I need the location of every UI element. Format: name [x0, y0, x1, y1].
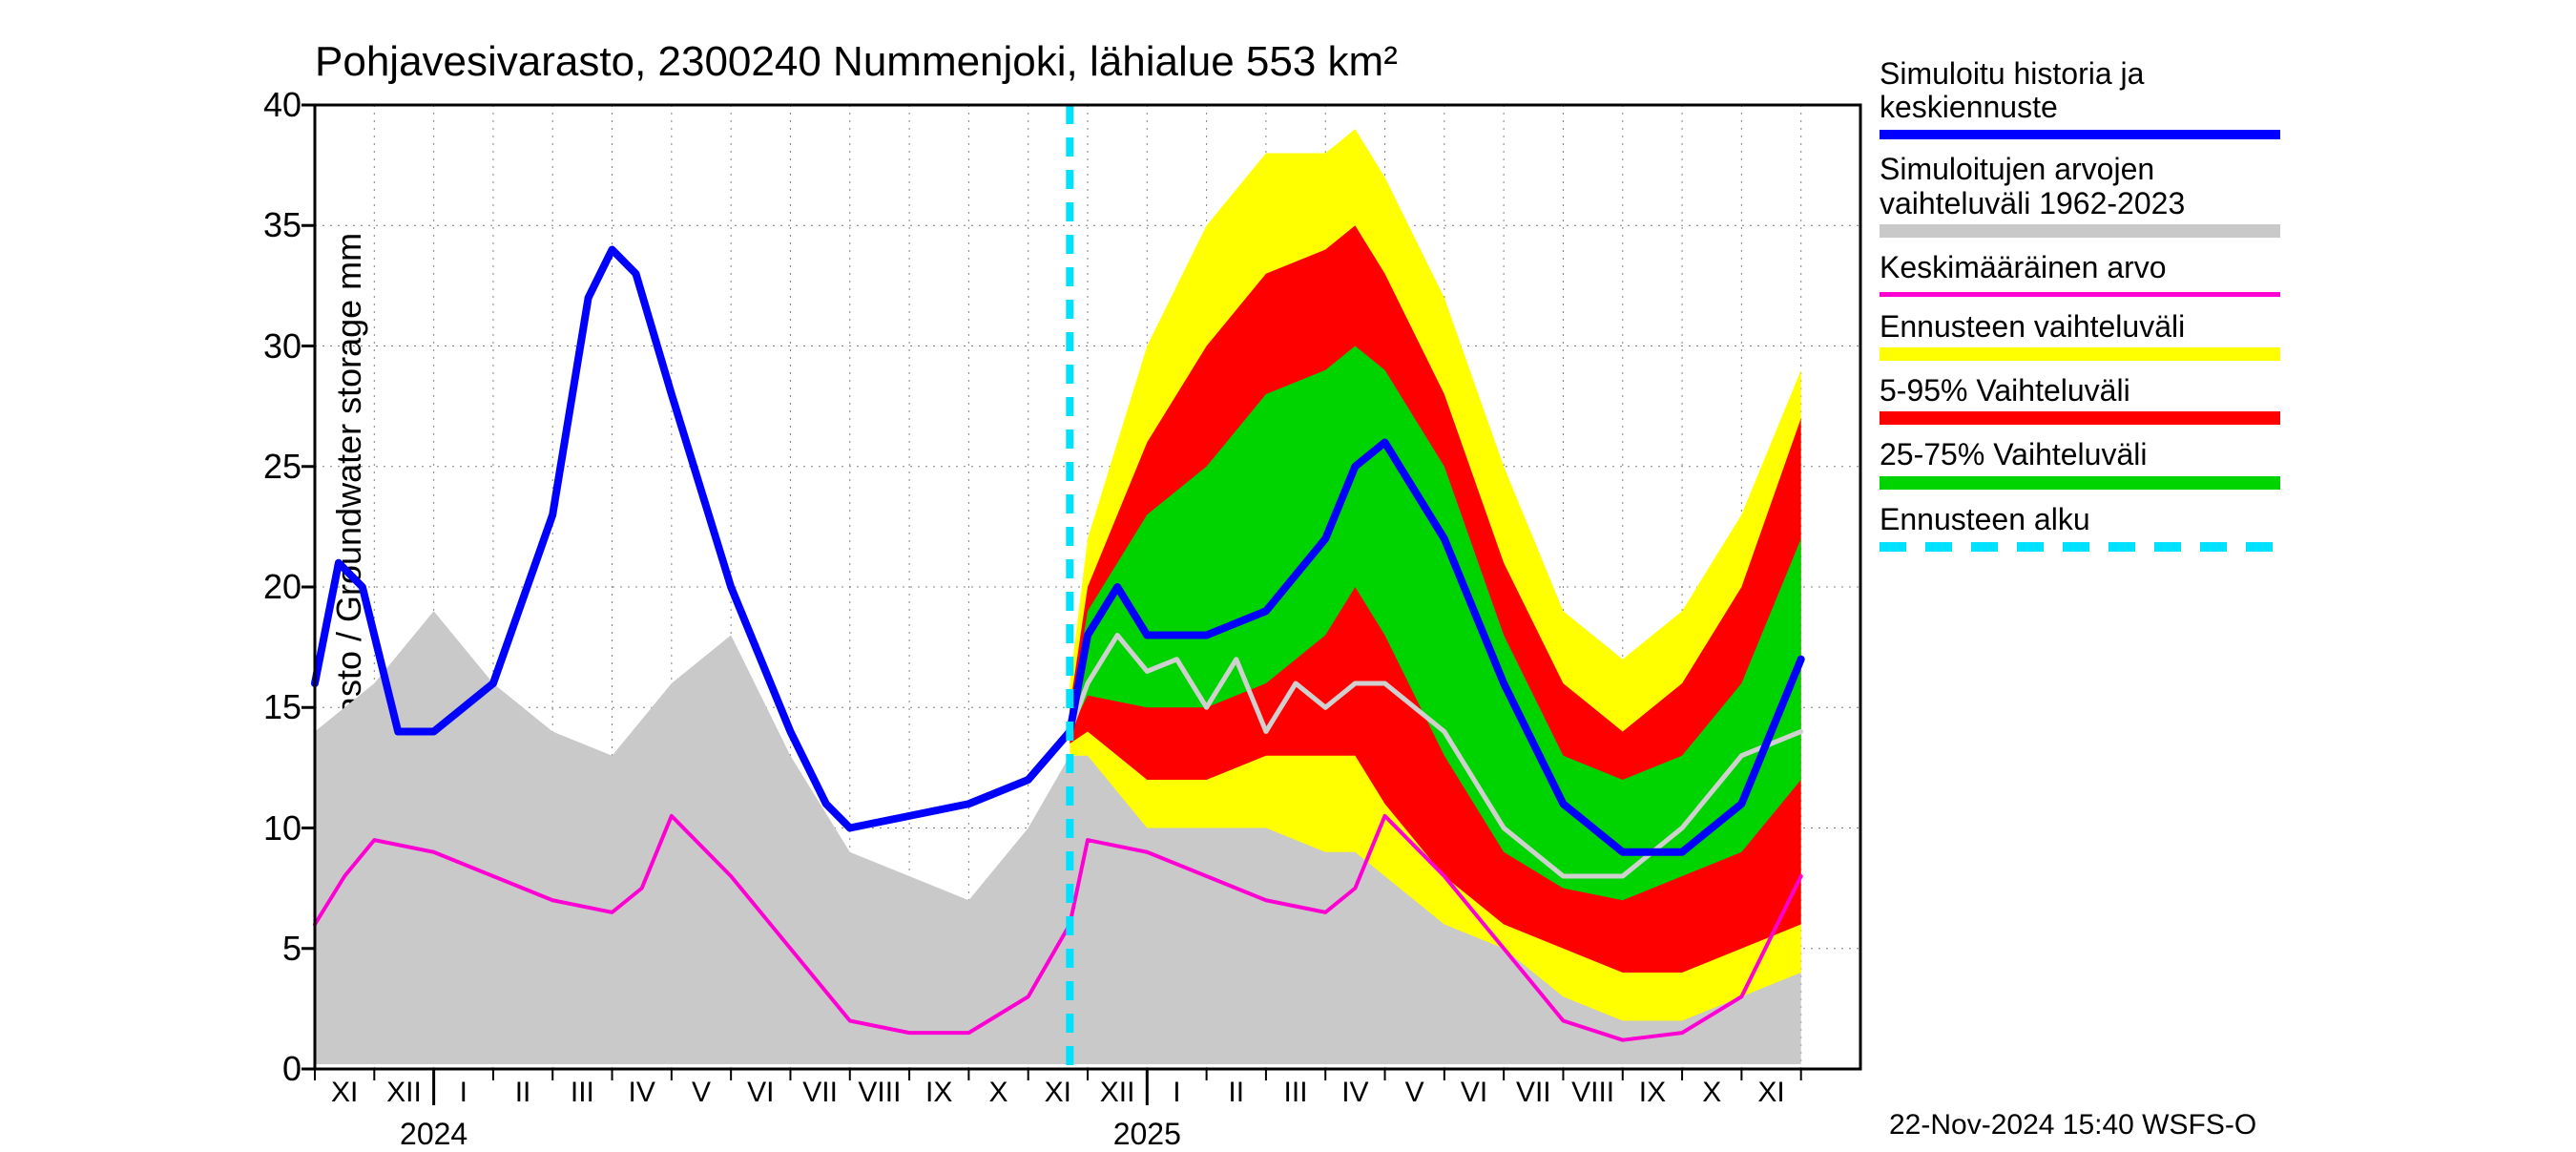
xtick-label: X: [989, 1077, 1008, 1109]
xtick-label: II: [515, 1077, 531, 1109]
legend-text: Simuloitujen arvojen vaihteluväli 1962-2…: [1880, 153, 2280, 220]
ytick-label: 30: [263, 326, 301, 367]
xtick-label: VI: [747, 1077, 774, 1109]
legend-entry: Keskimääräinen arvo: [1880, 251, 2280, 297]
legend-text: Simuloitu historia ja keskiennuste: [1880, 57, 2280, 124]
xtick-label: I: [460, 1077, 467, 1109]
legend-entry: Ennusteen vaihteluväli: [1880, 310, 2280, 361]
xtick-label: VIII: [1571, 1077, 1614, 1109]
xtick-label: IX: [1639, 1077, 1666, 1109]
legend-text: 5-95% Vaihteluväli: [1880, 374, 2280, 408]
xtick-label: V: [692, 1077, 711, 1109]
legend-text: Keskimääräinen arvo: [1880, 251, 2280, 284]
chart-container: { "title": "Pohjavesivarasto, 2300240 Nu…: [0, 0, 2576, 1145]
xtick-label: VII: [802, 1077, 838, 1109]
year-label: 2024: [400, 1117, 467, 1152]
legend-entry: Simuloitujen arvojen vaihteluväli 1962-2…: [1880, 153, 2280, 237]
xtick-label: VIII: [858, 1077, 901, 1109]
xtick-label: VII: [1516, 1077, 1551, 1109]
xtick-label: XII: [386, 1077, 422, 1109]
xtick-label: IV: [629, 1077, 655, 1109]
chart-title: Pohjavesivarasto, 2300240 Nummenjoki, lä…: [315, 38, 1398, 86]
legend-entry: 25-75% Vaihteluväli: [1880, 438, 2280, 489]
xtick-label: V: [1405, 1077, 1424, 1109]
xtick-label: IX: [925, 1077, 952, 1109]
ytick-label: 15: [263, 687, 301, 727]
xtick-label: I: [1173, 1077, 1180, 1109]
legend-text: Ennusteen alku: [1880, 503, 2280, 536]
xtick-label: IV: [1341, 1077, 1368, 1109]
xtick-label: X: [1702, 1077, 1721, 1109]
xtick-label: XI: [1045, 1077, 1071, 1109]
legend-swatch: [1880, 130, 2280, 139]
legend-entry: 5-95% Vaihteluväli: [1880, 374, 2280, 425]
xtick-label: III: [571, 1077, 594, 1109]
ytick-label: 25: [263, 447, 301, 487]
legend-swatch: [1880, 476, 2280, 490]
ytick-label: 40: [263, 85, 301, 125]
legend-entry: Ennusteen alku: [1880, 503, 2280, 552]
xtick-label: XI: [331, 1077, 358, 1109]
footer-text: 22-Nov-2024 15:40 WSFS-O: [1889, 1109, 2256, 1142]
xtick-label: XI: [1757, 1077, 1784, 1109]
plot-area: 0510152025303540 XIXIIIIIIIIIVVVIVIIVIII…: [315, 105, 1860, 1069]
legend-swatch: [1880, 542, 2280, 552]
legend-swatch: [1880, 224, 2280, 238]
legend-text: Ennusteen vaihteluväli: [1880, 310, 2280, 344]
ytick-label: 0: [282, 1049, 301, 1089]
ytick-label: 10: [263, 808, 301, 848]
ytick-label: 35: [263, 205, 301, 245]
legend-text: 25-75% Vaihteluväli: [1880, 438, 2280, 471]
xtick-label: XII: [1100, 1077, 1135, 1109]
xtick-label: III: [1284, 1077, 1308, 1109]
ytick-label: 5: [282, 929, 301, 969]
legend-swatch: [1880, 411, 2280, 425]
legend-swatch: [1880, 347, 2280, 361]
ytick-label: 20: [263, 567, 301, 607]
legend: Simuloitu historia ja keskiennuste Simulo…: [1880, 57, 2280, 565]
plot-svg: [315, 105, 1860, 1069]
year-label: 2025: [1113, 1117, 1181, 1152]
xtick-label: VI: [1461, 1077, 1487, 1109]
xtick-label: II: [1228, 1077, 1244, 1109]
legend-swatch: [1880, 292, 2280, 297]
legend-entry: Simuloitu historia ja keskiennuste: [1880, 57, 2280, 139]
